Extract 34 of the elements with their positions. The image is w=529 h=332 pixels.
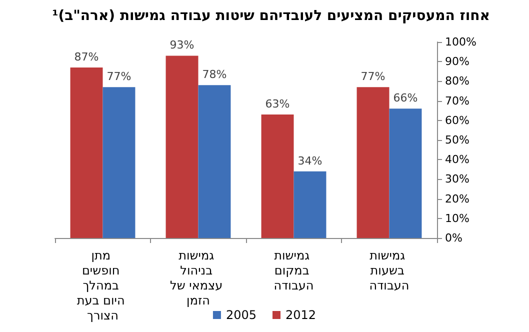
data-label: 77% bbox=[360, 70, 386, 84]
bar bbox=[356, 87, 390, 238]
y-tick-label: 90% bbox=[445, 55, 470, 68]
bar bbox=[70, 67, 103, 238]
bar bbox=[102, 87, 136, 238]
bar bbox=[389, 108, 422, 238]
y-tick-label: 0% bbox=[445, 232, 462, 244]
data-label: 66% bbox=[393, 92, 418, 105]
y-tick-label: 40% bbox=[445, 153, 470, 166]
x-tick-label: גמישות בניהול עצמאי של הזמן bbox=[170, 248, 226, 308]
x-tick-label: גמישות במקום העבודה bbox=[274, 248, 314, 292]
y-tick-label: 30% bbox=[445, 172, 470, 186]
bar bbox=[198, 85, 231, 238]
data-label: 87% bbox=[74, 50, 99, 64]
y-tick-label: 60% bbox=[445, 114, 470, 127]
y-tick-label: 10% bbox=[445, 212, 470, 225]
chart-title: אחוז המעסיקים המציעים לעובדיהם שיטות עבודה גמישות (ארה"ב)¹ bbox=[51, 8, 490, 24]
legend-label: 2005 bbox=[226, 308, 257, 322]
x-tick-label: גמישות בשעות העבודה bbox=[369, 248, 410, 292]
bar bbox=[294, 171, 326, 238]
data-label: 93% bbox=[170, 38, 194, 52]
legend-label: 2012 bbox=[286, 308, 316, 322]
y-tick-label: 100% bbox=[445, 36, 476, 48]
y-tick-label: 80% bbox=[445, 74, 470, 88]
data-label: 63% bbox=[265, 98, 290, 111]
y-tick-label: 70% bbox=[445, 94, 470, 108]
bar bbox=[166, 56, 198, 238]
data-label: 78% bbox=[202, 68, 227, 82]
data-label: 77% bbox=[106, 70, 132, 84]
x-tick-label: מתן חופשים במהלך היום בעת הצורך bbox=[76, 248, 129, 322]
bar bbox=[261, 114, 294, 238]
y-tick-label: 20% bbox=[445, 192, 470, 206]
y-tick-label: 50% bbox=[445, 134, 470, 146]
data-label: 34% bbox=[298, 154, 322, 168]
